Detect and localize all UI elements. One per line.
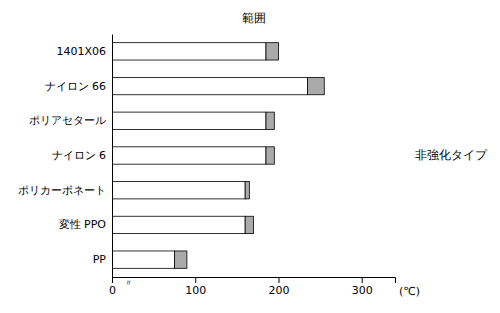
tick: 300 [352,277,373,297]
tick-mark [112,277,113,283]
bar [112,43,266,60]
tick-mark [278,277,279,283]
tick-mark [195,277,196,283]
bar [266,43,278,60]
tick-label: 変性 PPO [59,218,107,231]
tick: ナイロン 66 [45,80,113,93]
tick-mark [362,277,363,283]
bar [112,147,266,164]
bar [112,182,245,199]
tick: ナイロン 6 [52,149,113,162]
bar [266,112,274,129]
tick-label: 200 [268,284,289,297]
bar [112,251,174,268]
series [112,43,308,269]
tick: 0 [109,277,116,297]
tick: ポリカーボネート [18,184,112,197]
bar [245,182,249,199]
tick-label: ポリアセタール [29,114,106,127]
tick: 1401X06 [56,45,112,58]
tick-label: ポリカーボネート [18,184,106,197]
tick-label: ナイロン 6 [52,149,107,162]
tick: 200 [268,277,289,297]
title: 範囲 [242,11,266,25]
tick-label: 0 [109,284,116,297]
bar [112,112,266,129]
tick-label: 100 [185,284,206,297]
series [174,43,324,269]
bar [174,251,186,268]
tick: ポリアセタール [29,114,112,127]
bar [308,77,325,94]
bar [112,216,245,233]
axis-line [113,278,396,284]
tick-label: 1401X06 [56,45,106,58]
tick-label: PP [93,253,107,266]
bars [112,43,324,269]
axis-line [112,35,113,278]
tick-label: 300 [352,284,373,297]
side-label: 非強化タイプ [415,148,488,162]
bar [245,216,253,233]
tick-label: ナイロン 66 [45,80,107,93]
tick: 100 [185,277,206,297]
break-mark: 〃 [124,278,133,288]
chart: 0 100 200 300 PP 変性 PPO ポリカーボネート ナイロン 6 ポリアセタール ナ… [0,0,500,313]
x-axis: 0 100 200 300 [109,277,396,297]
tick: 変性 PPO [59,218,112,231]
axis-title: (℃) [399,285,420,298]
y-axis: PP 変性 PPO ポリカーボネート ナイロン 6 ポリアセタール ナイロン 66 1401… [18,35,113,278]
bar [112,77,308,94]
tick: PP [93,253,112,266]
bar [266,147,274,164]
